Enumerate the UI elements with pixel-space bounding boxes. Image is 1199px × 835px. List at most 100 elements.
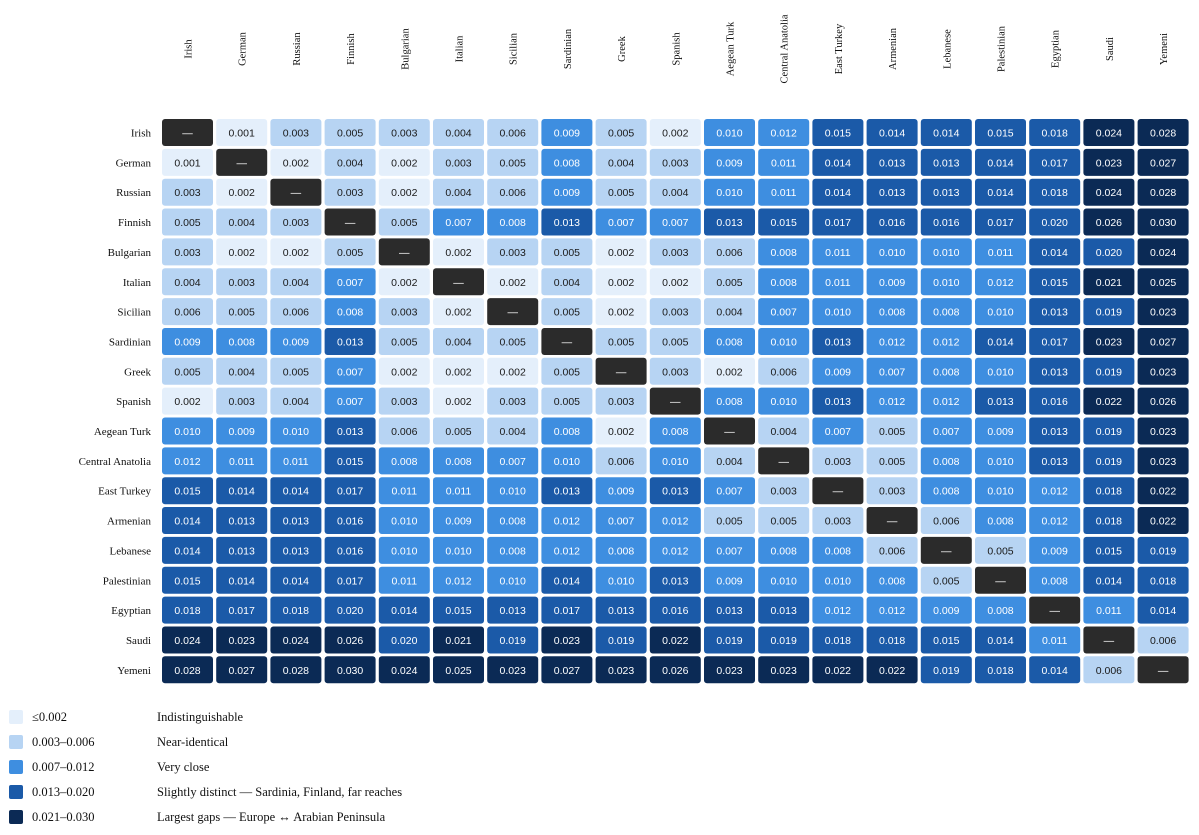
- heatmap-cell: [1029, 238, 1081, 266]
- heatmap-cell: [975, 208, 1026, 236]
- cell-value: 0.009: [825, 366, 851, 378]
- column-label: Egyptian: [1051, 29, 1062, 68]
- heatmap-cell: [433, 417, 484, 445]
- row-label: Greek: [124, 366, 151, 378]
- cell-value: 0.007: [825, 426, 851, 438]
- cell-value: 0.012: [933, 396, 959, 408]
- heatmap-cell: [541, 387, 593, 415]
- cell-value: 0.010: [716, 128, 742, 140]
- diagonal-cell: [920, 536, 972, 564]
- heatmap-cell: [216, 178, 268, 206]
- heatmap-cell: [866, 208, 918, 236]
- diagonal-cell: [649, 387, 701, 415]
- cell-value: 0.009: [174, 336, 200, 348]
- cell-value: 0.020: [337, 605, 363, 617]
- heatmap-cell: [866, 477, 918, 505]
- cell-value: 0.019: [933, 665, 959, 677]
- heatmap-cell: [812, 327, 864, 355]
- cell-value: 0.011: [283, 456, 309, 468]
- heatmap-cell: [704, 148, 755, 176]
- cell-value: 0.015: [933, 635, 959, 647]
- heatmap-cell: [595, 178, 647, 206]
- heatmap-cell: [433, 148, 484, 176]
- cell-value: 0.014: [174, 516, 200, 528]
- heatmap-cell: [1029, 417, 1081, 445]
- diagonal-marker: —: [182, 128, 193, 140]
- cell-value: 0.003: [662, 247, 688, 259]
- cell-value: 0.003: [283, 217, 309, 229]
- cell-value: 0.005: [933, 575, 959, 587]
- cell-value: 0.010: [933, 247, 959, 259]
- cell-value: 0.005: [716, 277, 742, 289]
- cell-value: 0.016: [337, 545, 363, 557]
- cell-value: 0.011: [446, 486, 472, 498]
- heatmap-cell: [270, 417, 322, 445]
- heatmap-cell: [378, 417, 430, 445]
- row-label: Central Anatolia: [79, 456, 152, 468]
- heatmap-cell: [487, 387, 539, 415]
- heatmap-cell: [433, 447, 484, 475]
- diagonal-cell: [595, 357, 647, 385]
- cell-value: 0.024: [391, 665, 417, 677]
- heatmap-cell: [704, 477, 755, 505]
- cell-value: 0.008: [987, 516, 1013, 528]
- heatmap-cell: [378, 447, 430, 475]
- heatmap-cell: [1083, 477, 1135, 505]
- heatmap-cell: [975, 626, 1026, 654]
- heatmap-cell: [812, 208, 864, 236]
- cell-value: 0.017: [337, 575, 363, 587]
- heatmap-cell: [1029, 178, 1081, 206]
- heatmap-cell: [649, 148, 701, 176]
- diagonal-cell: [378, 238, 430, 266]
- heatmap-cell: [216, 596, 268, 624]
- cell-value: 0.010: [500, 575, 526, 587]
- heatmap-cell: [324, 447, 376, 475]
- diagonal-cell: [487, 298, 539, 326]
- cell-value: 0.010: [771, 575, 797, 587]
- heatmap-cell: [216, 477, 268, 505]
- cell-value: 0.008: [500, 217, 526, 229]
- cell-value: 0.012: [554, 516, 580, 528]
- heatmap-cell: [270, 536, 322, 564]
- heatmap-cell: [433, 298, 484, 326]
- heatmap-cell: [324, 626, 376, 654]
- row-label: Italian: [123, 277, 152, 289]
- cell-value: 0.024: [1096, 128, 1122, 140]
- cell-value: 0.002: [445, 247, 471, 259]
- legend-swatch: [9, 735, 23, 749]
- heatmap-cell: [487, 596, 539, 624]
- heatmap-cell: [649, 208, 701, 236]
- cell-value: 0.017: [987, 217, 1013, 229]
- heatmap-cell: [162, 208, 213, 236]
- cell-value: 0.006: [716, 247, 742, 259]
- diagonal-cell: [270, 178, 322, 206]
- heatmap-cell: [920, 238, 972, 266]
- heatmap-cell: [812, 119, 864, 146]
- heatmap-cell: [487, 268, 539, 296]
- cell-value: 0.014: [1150, 605, 1176, 617]
- heatmap-cell: [541, 536, 593, 564]
- cell-value: 0.013: [825, 396, 851, 408]
- cell-value: 0.008: [716, 396, 742, 408]
- cell-value: 0.015: [1042, 277, 1068, 289]
- cell-value: 0.002: [391, 187, 417, 199]
- heatmap-cell: [216, 507, 268, 535]
- cell-value: 0.008: [554, 426, 580, 438]
- cell-value: 0.013: [716, 605, 742, 617]
- heatmap-cell: [1083, 507, 1135, 535]
- cell-value: 0.003: [662, 307, 688, 319]
- heatmap-cell: [1083, 596, 1135, 624]
- heatmap-cell: [216, 447, 268, 475]
- row-label: Saudi: [126, 635, 151, 647]
- heatmap-cell: [162, 268, 213, 296]
- cell-value: 0.013: [825, 336, 851, 348]
- heatmap-cell: [758, 208, 810, 236]
- heatmap-cell: [1029, 327, 1081, 355]
- column-label: Sardinian: [563, 28, 574, 69]
- heatmap-cell: [487, 447, 539, 475]
- row-label: Sicilian: [117, 307, 151, 319]
- cell-value: 0.003: [500, 396, 526, 408]
- cell-value: 0.028: [174, 665, 200, 677]
- heatmap-cell: [758, 477, 810, 505]
- heatmap-cell: [270, 268, 322, 296]
